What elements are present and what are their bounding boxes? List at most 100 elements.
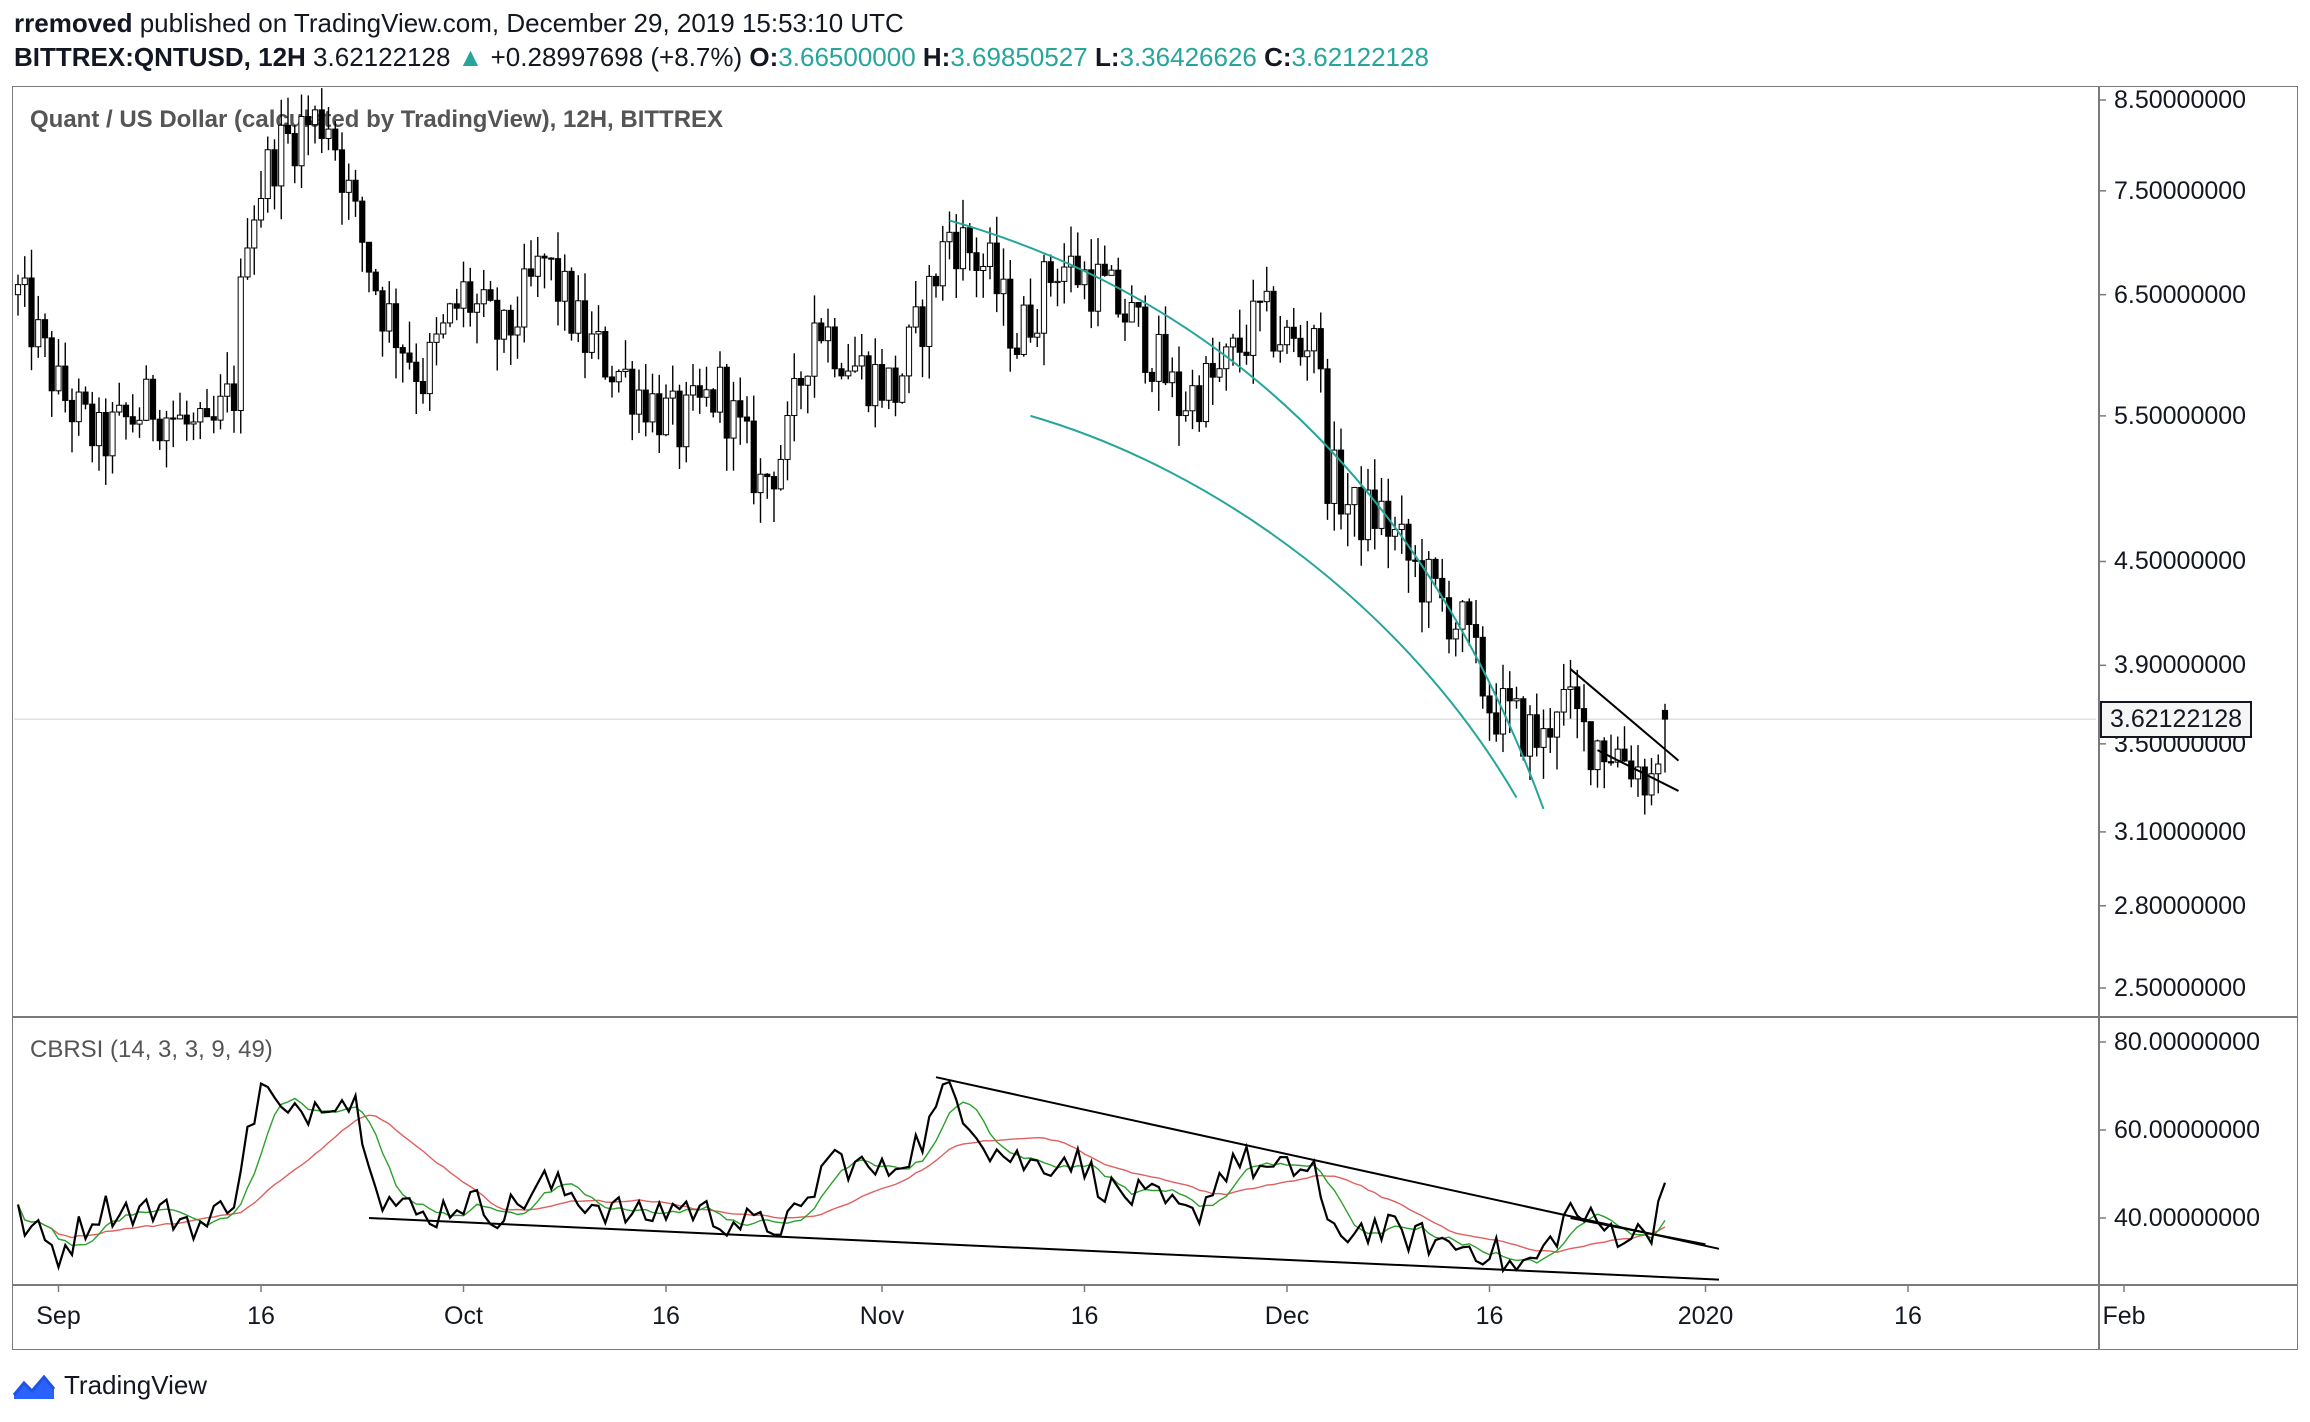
candle-body xyxy=(1027,304,1034,338)
high-value: 3.69850527 xyxy=(950,42,1088,72)
candle-body xyxy=(1236,337,1243,353)
candle-body xyxy=(440,322,447,335)
candle-body xyxy=(1533,714,1540,748)
wedge-top-line xyxy=(1569,668,1680,762)
candle-body xyxy=(1547,728,1554,738)
candle-body xyxy=(1101,263,1108,276)
candle-body xyxy=(1574,686,1581,710)
candle-body xyxy=(1175,371,1183,417)
rsi-pane[interactable] xyxy=(12,1016,2298,1286)
candle-body xyxy=(642,389,649,423)
candle-body xyxy=(804,375,811,386)
candle-body xyxy=(1135,302,1142,308)
candle-body xyxy=(973,252,980,271)
candle-body xyxy=(143,378,150,421)
candle-body xyxy=(1479,636,1486,697)
candle-body xyxy=(1250,300,1257,356)
candle-body xyxy=(318,109,325,139)
candle-body xyxy=(1196,385,1203,423)
price-tick-label: 2.50000000 xyxy=(2114,974,2247,1002)
channel-upper-arc xyxy=(949,219,1545,810)
candle-body xyxy=(912,306,919,328)
time-axis[interactable] xyxy=(12,1284,2298,1350)
candle-body xyxy=(129,416,136,425)
candle-body xyxy=(75,391,82,423)
candle-body xyxy=(851,365,859,372)
candle-body xyxy=(372,271,379,292)
rsi-top-trendline xyxy=(935,1076,1720,1250)
candle-body xyxy=(1007,278,1014,349)
publish-info: published on TradingView.com, December 2… xyxy=(132,8,904,38)
rsi-short-trendline xyxy=(1570,1217,1706,1246)
candle-body xyxy=(35,319,42,348)
candle-body xyxy=(1358,486,1365,541)
time-tick-label: Nov xyxy=(859,1302,905,1330)
candle-body xyxy=(251,219,258,249)
author-name[interactable]: rremoved xyxy=(14,8,133,38)
candle-body xyxy=(311,109,319,126)
candle-body xyxy=(824,326,832,342)
wedge-bottom-line xyxy=(1597,749,1679,792)
candle-body xyxy=(1452,628,1459,640)
candle-body xyxy=(1344,504,1351,515)
candle-body xyxy=(845,370,852,377)
candle-body xyxy=(980,266,987,271)
candle-body xyxy=(325,128,332,139)
candle-body xyxy=(352,179,359,202)
candle-body xyxy=(1641,766,1648,796)
candle-body xyxy=(831,326,838,370)
candle-body xyxy=(986,242,994,268)
candle-body xyxy=(149,378,157,420)
high-label: H: xyxy=(922,42,951,72)
candle-body xyxy=(703,389,710,398)
candle-body xyxy=(1128,302,1135,323)
time-tick-label: 16 xyxy=(247,1302,275,1330)
candle-body xyxy=(413,361,420,382)
rsi-slow-average xyxy=(17,1114,1666,1254)
candle-body xyxy=(1466,601,1473,626)
candle-body xyxy=(1371,489,1378,529)
candle-body xyxy=(953,231,960,270)
candle-body xyxy=(905,326,913,377)
main-pane[interactable] xyxy=(12,86,2298,1018)
price-tick-label: 7.50000000 xyxy=(2114,176,2247,205)
candle-body xyxy=(1243,351,1250,356)
candle-body xyxy=(1202,362,1210,423)
price-tick-label: 8.50000000 xyxy=(2114,86,2247,114)
candle-body xyxy=(885,367,892,401)
candle-body xyxy=(1108,269,1115,276)
candle-body xyxy=(683,394,690,448)
price-tick-label: 6.50000000 xyxy=(2114,280,2247,309)
candle-body xyxy=(1432,558,1439,579)
candle-body xyxy=(1013,347,1021,355)
candle-body xyxy=(48,337,55,392)
candle-body xyxy=(737,400,744,418)
time-tick-label: 2020 xyxy=(1677,1302,1734,1330)
candle-body xyxy=(1121,313,1129,323)
candle-body xyxy=(1628,760,1635,780)
price-tick-label: 4.50000000 xyxy=(2114,547,2247,576)
candle-body xyxy=(1614,748,1621,763)
candle-body xyxy=(237,276,244,411)
candle-body xyxy=(460,281,467,309)
candle-body xyxy=(345,179,352,193)
candle-body xyxy=(1587,721,1594,771)
candle-body xyxy=(1655,763,1662,775)
candle-body xyxy=(68,399,76,423)
candle-body xyxy=(811,322,818,377)
candle-body xyxy=(1634,766,1642,780)
candle-body xyxy=(521,268,528,328)
candle-body xyxy=(568,270,575,334)
candle-body xyxy=(480,289,487,305)
candle-body xyxy=(197,408,204,423)
candle-body xyxy=(534,255,541,277)
rsi-bottom-trendline xyxy=(368,1217,1720,1281)
tradingview-logo[interactable]: TradingView xyxy=(12,1370,207,1401)
candle-body xyxy=(1324,368,1331,504)
candle-body xyxy=(257,198,265,221)
candle-body xyxy=(1459,601,1466,630)
candle-body xyxy=(730,400,737,439)
candle-body xyxy=(190,421,197,425)
candle-body xyxy=(1209,362,1216,378)
